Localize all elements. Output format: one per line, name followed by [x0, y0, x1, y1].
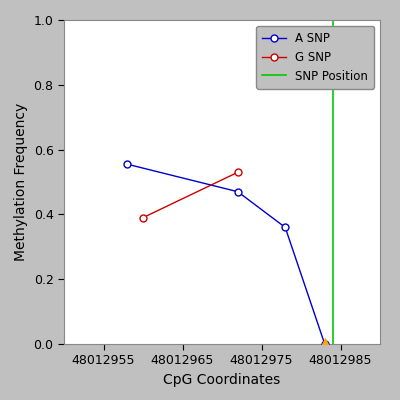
Point — [322, 341, 328, 347]
X-axis label: CpG Coordinates: CpG Coordinates — [163, 373, 281, 387]
Legend: A SNP, G SNP, SNP Position: A SNP, G SNP, SNP Position — [256, 26, 374, 88]
Y-axis label: Methylation Frequency: Methylation Frequency — [14, 103, 28, 261]
